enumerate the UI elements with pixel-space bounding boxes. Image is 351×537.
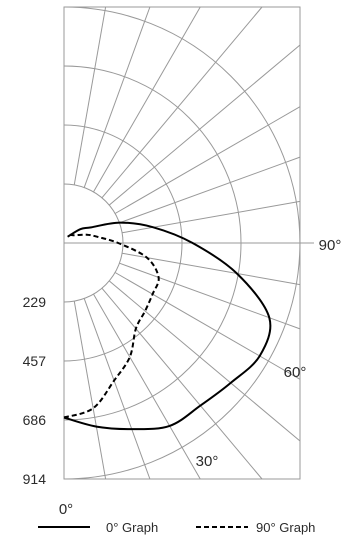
angle-labels: 0° 30° 60° 90° — [59, 237, 342, 518]
grid-spoke — [93, 38, 183, 193]
grid-spoke — [108, 90, 246, 206]
grid-spoke-ext — [181, 447, 201, 480]
grid-spoke-ext — [215, 423, 263, 480]
angle-label: 30° — [196, 453, 219, 470]
grid-spoke — [101, 287, 217, 425]
series-line-90deg — [63, 233, 160, 419]
grid-spoke-ext — [285, 156, 301, 163]
grid-spoke — [119, 262, 286, 325]
angle-label: 60° — [284, 364, 307, 381]
grid-spoke — [122, 201, 297, 234]
grid-spoke-ext — [285, 323, 301, 330]
grid-spoke-ext — [244, 44, 301, 92]
grid-spoke — [83, 21, 146, 188]
legend-label-90deg: 90° Graph — [256, 520, 315, 535]
angle-label: 0° — [59, 501, 73, 518]
grid-spoke — [114, 272, 269, 362]
radial-tick-labels: 229 457 686 914 — [23, 294, 47, 487]
chart-legend: 0° Graph 90° Graph — [38, 520, 315, 535]
radial-tick-label: 457 — [23, 353, 47, 369]
grid-spoke — [93, 293, 183, 448]
grid-spoke — [119, 161, 286, 224]
radial-tick-label: 229 — [23, 294, 47, 310]
series-line-0deg — [63, 221, 272, 431]
grid-spoke — [122, 252, 297, 285]
grid-spoke — [108, 280, 246, 396]
angle-label: 90° — [319, 237, 342, 254]
grid-spoke-ext — [244, 394, 301, 442]
polar-grid — [63, 6, 314, 480]
grid-spoke-ext — [144, 464, 151, 480]
grid-spoke — [114, 124, 269, 214]
grid-spoke-ext — [215, 6, 263, 63]
grid-spoke-ext — [268, 360, 301, 380]
grid-spoke-ext — [144, 6, 151, 22]
grid-spoke — [101, 61, 217, 199]
intensity-curves — [63, 221, 272, 431]
grid-spoke-ext — [296, 200, 301, 203]
grid-spoke-ext — [181, 6, 201, 39]
grid-spoke-ext — [268, 106, 301, 126]
grid-spoke — [73, 301, 106, 476]
radial-tick-label: 914 — [23, 471, 47, 487]
grid-spoke-ext — [104, 475, 107, 480]
radial-tick-label: 686 — [23, 412, 47, 428]
legend-label-0deg: 0° Graph — [106, 520, 158, 535]
grid-spoke-ext — [104, 6, 107, 11]
grid-spoke-ext — [296, 283, 301, 286]
grid-spoke — [73, 10, 106, 185]
